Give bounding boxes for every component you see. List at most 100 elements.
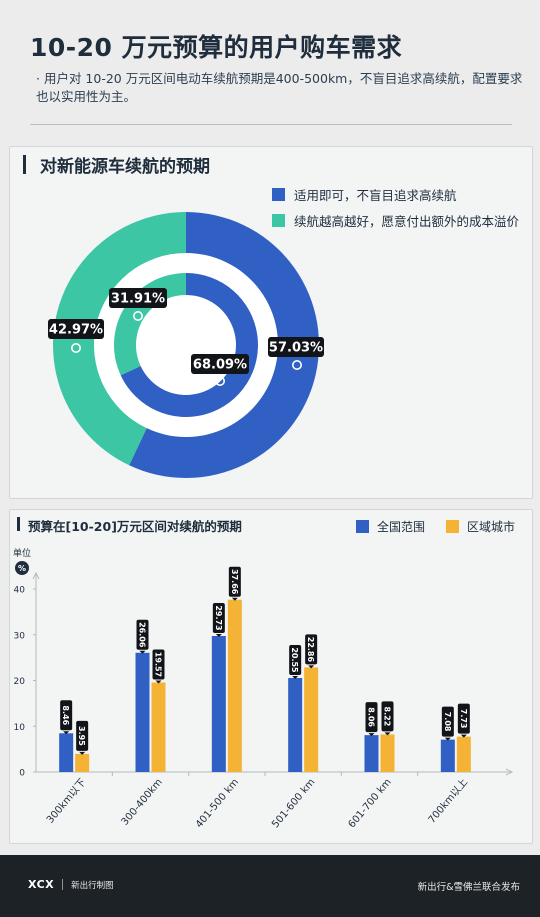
- bar-value-label-bg: [289, 644, 302, 675]
- donut-inner-label-1: 68.09%: [191, 354, 249, 374]
- bar-value-label-pointer: [79, 751, 86, 755]
- donut-inner-label-1-text: 68.09%: [193, 358, 247, 373]
- bar-legend-label-1: 全国范围: [377, 520, 426, 534]
- y-tick-label: 10: [14, 723, 26, 733]
- bar-value-label-pointer: [308, 665, 315, 669]
- bar-value-label-2-4: 22.86: [305, 634, 318, 665]
- bar-value-label-pointer: [139, 650, 146, 654]
- bar-value-label-text: 20.55: [290, 647, 299, 673]
- bar-regional-1: [75, 753, 90, 772]
- page-title: 10-20 万元预算的用户购车需求: [30, 33, 403, 62]
- bar-value-label-text: 37.66: [230, 569, 239, 595]
- bar-value-label-text: 8.06: [367, 707, 376, 727]
- donut-card-title-marker: [23, 155, 26, 174]
- x-category-label-1: 300km以下: [45, 777, 89, 826]
- bar-value-label-1-2: 26.06: [136, 619, 149, 650]
- bar-regional-5: [380, 734, 395, 772]
- donut-outer-label-1-text: 57.03%: [269, 341, 323, 356]
- donut-inner-label-2: 31.91%: [109, 288, 167, 308]
- bar-card-title-marker: [17, 517, 20, 531]
- bar-regional-3: [227, 599, 242, 772]
- bar-value-label-bg: [228, 566, 241, 597]
- bar-value-label-pointer: [231, 597, 238, 601]
- x-axis-arrow: [505, 768, 514, 776]
- bar-value-label-bg: [152, 649, 165, 680]
- y-unit-badge: [15, 561, 29, 575]
- donut-legend-label-1: 适用即可，不盲目追求高续航: [294, 188, 457, 203]
- bar-value-label-text: 29.73: [214, 605, 223, 630]
- bar-value-label-1-6: 7.08: [441, 706, 454, 737]
- y-tick-label: 40: [14, 586, 26, 596]
- donut-inner-marker-2: [133, 310, 144, 321]
- donut-outer-label-2: 42.97%: [48, 319, 104, 339]
- x-category-label-3: 401-500 km: [194, 777, 241, 830]
- bar-national-5: [364, 735, 379, 772]
- xcx-logo: XCX: [28, 878, 55, 891]
- bar-value-label-pointer: [444, 737, 451, 741]
- bar-value-label-1-1: 8.46: [60, 700, 73, 731]
- bar-value-label-2-1: 3.95: [76, 720, 89, 751]
- donut-outer-segment-2: [52, 212, 187, 466]
- donut-outer-label-2-bg: [48, 319, 104, 339]
- bar-value-label-2-6: 7.73: [457, 703, 470, 734]
- bar-regional-4: [304, 667, 319, 772]
- bar-value-label-text: 8.22: [383, 707, 392, 727]
- bar-value-label-bg: [305, 634, 318, 665]
- bar-national-6: [440, 739, 455, 772]
- y-unit-symbol: %: [18, 564, 26, 573]
- bar-regional-2: [151, 682, 166, 772]
- donut-outer-marker-2: [71, 342, 82, 353]
- y-tick-label: 30: [14, 631, 26, 641]
- bar-regional-6: [456, 736, 471, 772]
- y-tick-label: 20: [14, 677, 26, 687]
- legend-swatch-blue: [272, 188, 285, 201]
- bar-value-label-pointer: [215, 633, 222, 637]
- donut-legend-item-1: 适用即可，不盲目追求高续航: [272, 185, 457, 204]
- legend-swatch-blue: [356, 520, 369, 533]
- bar-value-label-text: 19.57: [154, 652, 163, 677]
- bar-national-3: [211, 635, 226, 772]
- donut-inner-label-2-text: 31.91%: [111, 292, 165, 307]
- x-category-label-4: 501-600 km: [270, 777, 317, 830]
- bar-value-label-bg: [457, 703, 470, 734]
- donut-inner-marker-1: [215, 375, 226, 386]
- bar-value-label-bg: [60, 700, 73, 731]
- x-category-label-2: 300-400km: [120, 777, 165, 828]
- bar-value-label-pointer: [155, 680, 162, 684]
- bar-value-label-text: 3.95: [77, 726, 86, 746]
- donut-legend-label-2: 续航越高越好，愿意付出额外的成本溢价: [294, 214, 520, 229]
- bar-value-label-text: 26.06: [138, 622, 147, 648]
- y-unit-label: 单位: [13, 547, 31, 559]
- legend-swatch-teal: [272, 214, 285, 227]
- donut-outer-label-1-bg: [268, 337, 324, 357]
- bar-value-label-bg: [212, 602, 225, 633]
- donut-outer-segment-1: [129, 212, 319, 478]
- donut-inner-label-1-bg: [191, 354, 249, 374]
- bar-chart-card: [9, 509, 533, 844]
- bar-value-label-bg: [381, 701, 394, 732]
- donut-outer-label-1: 57.03%: [268, 337, 324, 357]
- bar-legend-item-2: 区域城市: [446, 518, 515, 535]
- donut-inner-label-2-bg: [109, 288, 167, 308]
- bar-value-label-text: 22.86: [306, 637, 315, 663]
- bar-value-label-text: 7.08: [443, 712, 452, 732]
- donut-card-title: 对新能源车续航的预期: [40, 157, 210, 177]
- bar-value-label-bg: [441, 706, 454, 737]
- bar-value-label-pointer: [63, 731, 70, 735]
- legend-swatch-orange: [446, 520, 459, 533]
- brand-separator: [62, 879, 64, 890]
- y-tick-label: 0: [19, 769, 25, 779]
- page-subtitle: · 用户对 10-20 万元区间电动车续航预期是400-500km，不盲目追求高…: [36, 71, 523, 104]
- bar-value-label-pointer: [460, 734, 467, 738]
- x-category-label-5: 601-700 km: [346, 777, 393, 830]
- x-category-label-6: 700km以上: [426, 776, 470, 826]
- y-axis-arrow: [32, 571, 40, 580]
- bar-value-label-pointer: [368, 733, 375, 737]
- donut-outer-label-2-text: 42.97%: [49, 323, 103, 338]
- footer: [0, 855, 540, 917]
- bar-value-label-pointer: [292, 675, 299, 679]
- footer-brand: XCX 新出行制图: [28, 878, 114, 891]
- bar-value-label-bg: [76, 720, 89, 751]
- bar-value-label-text: 8.46: [61, 705, 70, 725]
